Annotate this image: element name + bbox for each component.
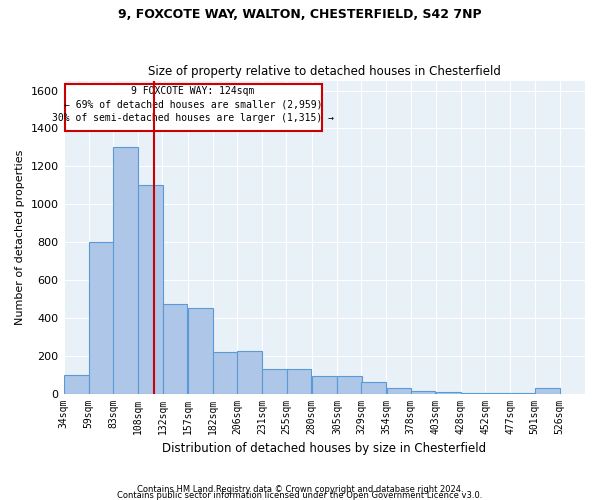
Bar: [188, 308, 212, 394]
FancyBboxPatch shape: [65, 84, 322, 131]
Bar: [511, 392, 535, 394]
Bar: [287, 369, 311, 394]
Text: 9, FOXCOTE WAY, WALTON, CHESTERFIELD, S42 7NP: 9, FOXCOTE WAY, WALTON, CHESTERFIELD, S4…: [118, 8, 482, 20]
Bar: [411, 390, 436, 394]
Text: ← 69% of detached houses are smaller (2,959): ← 69% of detached houses are smaller (2,…: [64, 100, 322, 110]
Bar: [139, 185, 163, 394]
Title: Size of property relative to detached houses in Chesterfield: Size of property relative to detached ho…: [148, 66, 501, 78]
Bar: [535, 388, 560, 394]
Bar: [163, 304, 187, 394]
Bar: [337, 376, 362, 394]
Bar: [312, 376, 337, 394]
Bar: [113, 148, 138, 394]
Y-axis label: Number of detached properties: Number of detached properties: [15, 150, 25, 325]
Text: Contains HM Land Registry data © Crown copyright and database right 2024.: Contains HM Land Registry data © Crown c…: [137, 484, 463, 494]
Bar: [262, 369, 287, 394]
Bar: [89, 242, 114, 394]
Text: Contains public sector information licensed under the Open Government Licence v3: Contains public sector information licen…: [118, 490, 482, 500]
Bar: [64, 374, 89, 394]
Bar: [237, 351, 262, 394]
Bar: [213, 352, 238, 394]
Text: 30% of semi-detached houses are larger (1,315) →: 30% of semi-detached houses are larger (…: [52, 113, 334, 123]
X-axis label: Distribution of detached houses by size in Chesterfield: Distribution of detached houses by size …: [162, 442, 487, 455]
Bar: [436, 392, 461, 394]
Text: 9 FOXCOTE WAY: 124sqm: 9 FOXCOTE WAY: 124sqm: [131, 86, 255, 96]
Bar: [485, 392, 510, 394]
Bar: [361, 382, 386, 394]
Bar: [461, 392, 486, 394]
Bar: [386, 388, 411, 394]
